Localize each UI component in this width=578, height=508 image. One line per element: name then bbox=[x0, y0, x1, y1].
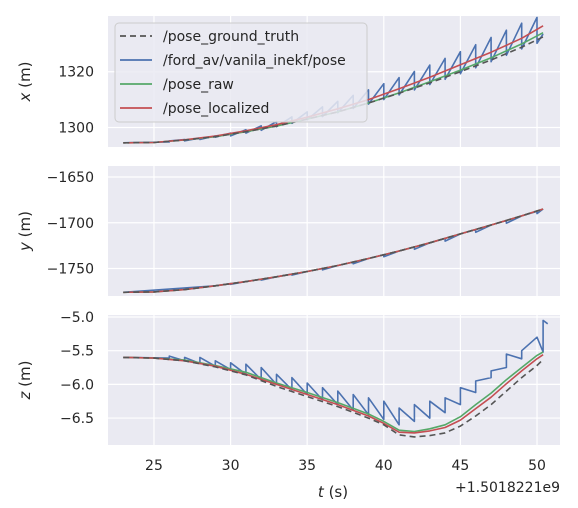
z-series-pose-ground-truth bbox=[123, 356, 544, 438]
y-panel: −1650 −1700 −1750 y (m) bbox=[16, 166, 560, 296]
legend-frame bbox=[114, 22, 368, 123]
x-panel-ylabel-unit: (m) bbox=[16, 62, 34, 93]
z-panel-series bbox=[123, 319, 549, 438]
z-panel-ytick-label: −5.0 bbox=[60, 310, 94, 326]
x-tick-label: 45 bbox=[451, 458, 469, 474]
x-tick-label: 25 bbox=[145, 458, 163, 474]
x-panel-ylabel: x (m) bbox=[16, 62, 34, 103]
y-panel-ytick-label: −1650 bbox=[47, 170, 94, 186]
y-panel-ylabel-unit: (m) bbox=[16, 211, 34, 242]
z-panel-ytick-label: −6.0 bbox=[60, 377, 94, 393]
z-panel-ylabel: z (m) bbox=[16, 361, 34, 401]
y-panel-ylabel: y (m) bbox=[16, 211, 34, 252]
z-panel-ylabel-unit: (m) bbox=[16, 361, 34, 392]
legend-label-pose-localized: /pose_localized bbox=[163, 101, 269, 117]
z-series-pose-raw bbox=[123, 351, 544, 433]
y-panel-ytick-labels: −1650 −1700 −1750 bbox=[47, 170, 94, 278]
legend: /pose_ground_truth/ford_av/vanila_inekf/… bbox=[114, 22, 368, 123]
legend-label-pose-raw: /pose_raw bbox=[163, 77, 234, 93]
z-panel-background bbox=[108, 315, 560, 445]
z-panel-ylabel-var: z bbox=[16, 390, 34, 400]
x-axis-label: t (s) bbox=[318, 483, 348, 501]
z-panel-ytick-labels: −5.0 −5.5 −6.0 −6.5 bbox=[60, 310, 94, 427]
x-tick-label: 40 bbox=[375, 458, 393, 474]
z-panel-ytick-label: −5.5 bbox=[60, 344, 94, 360]
x-panel-ytick-labels: 1300 1320 bbox=[58, 65, 94, 137]
x-panel-ytick-label: 1320 bbox=[58, 65, 94, 81]
z-panel-grid bbox=[108, 315, 560, 445]
y-panel-background bbox=[108, 166, 560, 296]
z-panel-ytick-label: −6.5 bbox=[60, 411, 94, 427]
y-panel-grid bbox=[108, 166, 560, 296]
x-axis-tick-labels: 25 30 35 40 45 50 bbox=[145, 458, 546, 474]
z-series-ford-av-vanila-inekf-pose bbox=[123, 319, 549, 426]
x-axis-label-unit: (s) bbox=[324, 483, 348, 501]
legend-label-pose-ground-truth: /pose_ground_truth bbox=[163, 29, 299, 45]
z-panel: −5.0 −5.5 −6.0 −6.5 z (m) bbox=[16, 310, 560, 445]
y-panel-ytick-label: −1700 bbox=[47, 216, 94, 232]
x-panel-ylabel-var: x bbox=[16, 92, 34, 102]
x-tick-label: 30 bbox=[222, 458, 240, 474]
x-axis-label-var: t bbox=[318, 483, 325, 501]
x-series-pose-ground-truth bbox=[123, 36, 544, 144]
x-tick-label: 50 bbox=[528, 458, 546, 474]
y-panel-ytick-label: −1750 bbox=[47, 262, 94, 278]
y-panel-ylabel-var: y bbox=[16, 241, 34, 252]
legend-label-ford-av-vanila-inekf-pose: /ford_av/vanila_inekf/pose bbox=[163, 53, 346, 69]
x-panel-ytick-label: 1300 bbox=[58, 120, 94, 136]
y-series-pose-ground-truth bbox=[123, 208, 544, 294]
x-axis-offset-label: +1.5018221e9 bbox=[455, 480, 560, 496]
x-tick-label: 35 bbox=[298, 458, 316, 474]
legend-items: /pose_ground_truth/ford_av/vanila_inekf/… bbox=[120, 29, 346, 117]
y-panel-series bbox=[123, 208, 544, 294]
